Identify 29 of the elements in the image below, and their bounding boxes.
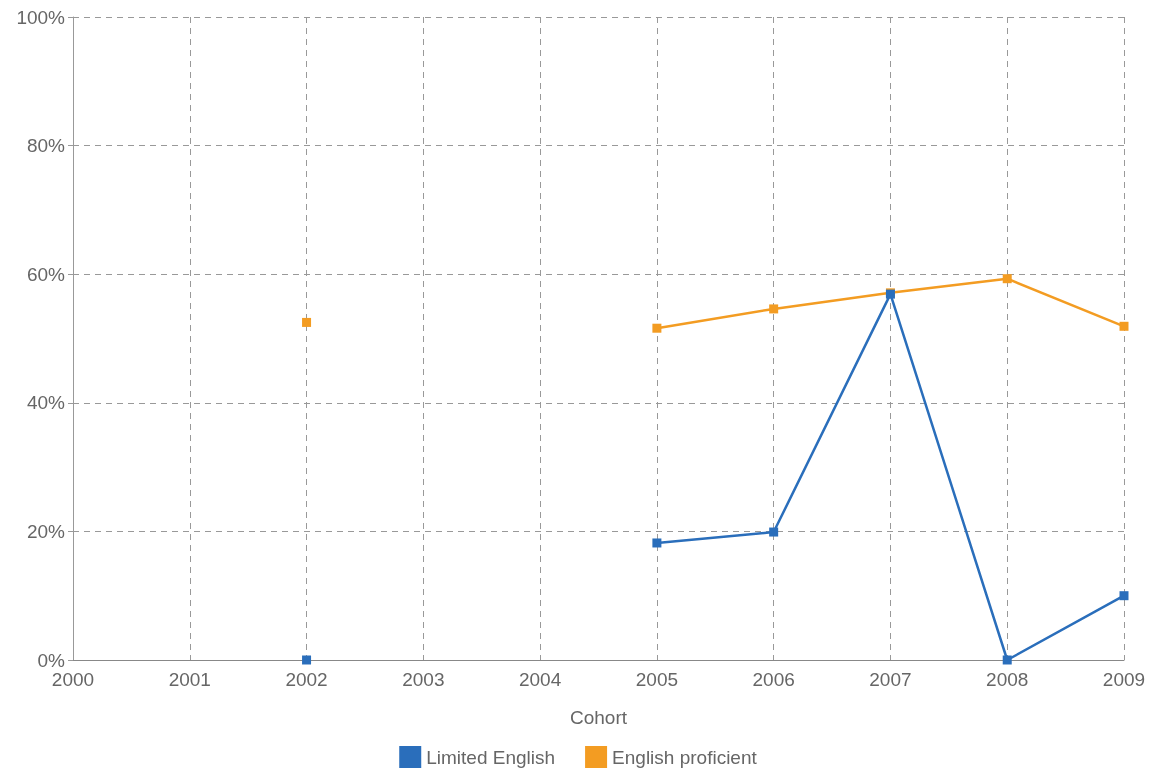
- x-tick-label: 2003: [402, 669, 445, 690]
- x-axis-title: Cohort: [569, 707, 628, 728]
- point: [1119, 591, 1129, 601]
- y-tick-label: 60%: [26, 263, 66, 285]
- point: [302, 317, 312, 327]
- x-tick-label: 2002: [285, 669, 328, 690]
- x-tick-label: 2001: [168, 669, 211, 690]
- y-tick-label: 0%: [37, 649, 66, 671]
- y-tick-label: 80%: [26, 135, 66, 157]
- legend-label: English proficient: [612, 746, 758, 768]
- x-tick-label: 2006: [752, 669, 795, 690]
- y-tick-label: 40%: [26, 392, 66, 414]
- y-tick-label: 100%: [16, 6, 66, 28]
- x-tick-label: 2000: [51, 669, 95, 690]
- point: [1002, 274, 1012, 284]
- point: [302, 655, 312, 665]
- x-tick-label: 2007: [869, 669, 912, 690]
- point: [1119, 321, 1129, 331]
- x-tick-label: 2004: [518, 669, 562, 690]
- x-tick-label: 2005: [635, 669, 679, 690]
- point: [1002, 655, 1012, 665]
- point: [652, 323, 662, 333]
- x-tick-label: 2009: [1102, 669, 1146, 690]
- x-tick-label: 2008: [986, 669, 1029, 690]
- legend-label: Limited English: [426, 746, 556, 768]
- point: [652, 538, 662, 548]
- y-tick-label: 20%: [26, 520, 66, 542]
- point: [769, 304, 779, 314]
- point: [769, 527, 779, 537]
